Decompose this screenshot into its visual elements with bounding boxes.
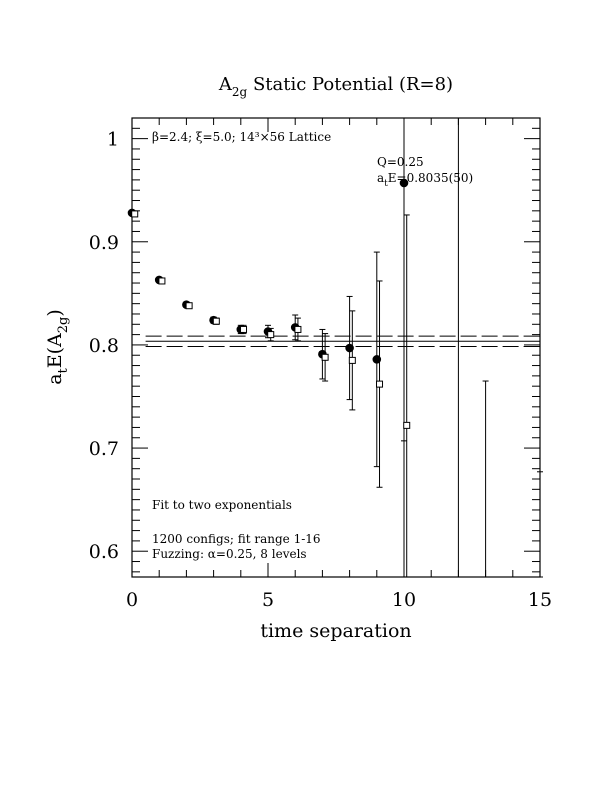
data-point-square [240, 325, 248, 333]
x-tick-label: 10 [392, 589, 416, 611]
y-tick-label: 0.9 [89, 232, 119, 254]
data-point-square [131, 210, 139, 218]
data-point-circle [372, 355, 382, 364]
y-tick-label: 1 [107, 129, 119, 151]
x-tick-label: 5 [262, 589, 274, 611]
data-point-circle [345, 343, 354, 353]
fit-description: Fit to two exponentials [152, 498, 292, 512]
chart-title: A2g Static Potential (R=8) [218, 74, 453, 99]
plot-frame [131, 117, 541, 578]
data-point-square [321, 353, 329, 361]
y-axis-label: atE(A2g) [44, 309, 71, 385]
y-tick-label: 0.6 [89, 541, 119, 563]
data-point-square [212, 317, 220, 325]
y-tick-label: 0.7 [89, 438, 119, 460]
fuzzing-annotation: Fuzzing: α=0.25, 8 levels [152, 547, 307, 561]
data-point-square [403, 421, 411, 429]
x-tick-label: 0 [126, 589, 138, 611]
fit-band [145, 335, 540, 347]
x-tick-label: 15 [528, 589, 552, 611]
q-annotation: Q=0.25 [377, 155, 424, 169]
data-point-square [185, 302, 193, 310]
y-tick-label: 0.8 [89, 335, 119, 357]
data-point-circle [399, 178, 409, 188]
fit-result-annotation: atE=0.8035(50) [377, 171, 473, 189]
data-point-square [267, 331, 275, 339]
data-point-square [158, 277, 166, 285]
configs-annotation: 1200 configs; fit range 1-16 [152, 532, 321, 546]
data-points [127, 178, 411, 429]
data-point-square [294, 325, 302, 333]
data-point-square [348, 356, 356, 364]
lattice-annotation: β=2.4; ξ=5.0; 14³×56 Lattice [152, 130, 331, 144]
x-axis-label: time separation [260, 620, 411, 642]
data-point-square [376, 380, 384, 388]
